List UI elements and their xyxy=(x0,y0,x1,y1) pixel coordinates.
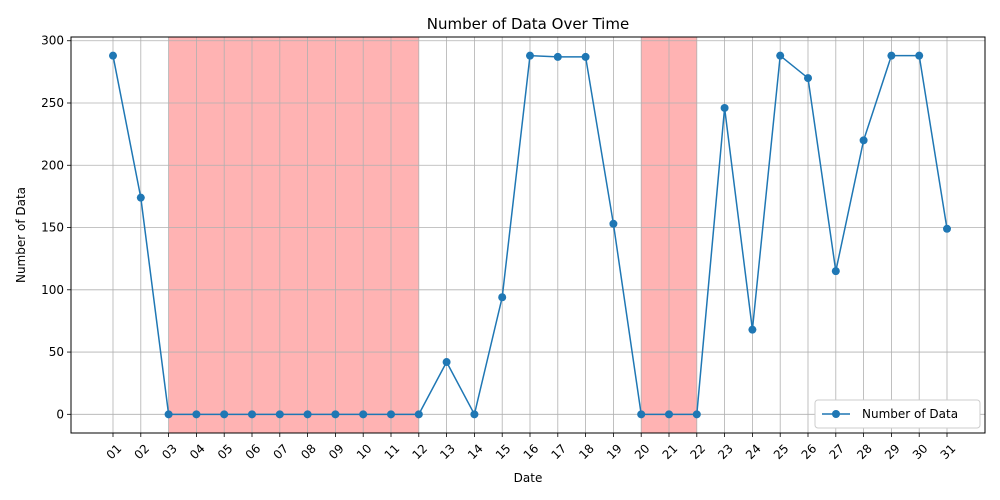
y-axis-ticks: 0 50 100 150 200 250 300 xyxy=(41,34,71,421)
data-point-10 xyxy=(359,410,368,419)
y-tick-label-100: 100 xyxy=(41,283,64,297)
x-axis-label: Date xyxy=(514,471,543,485)
data-point-11 xyxy=(387,410,395,419)
plot-frame xyxy=(70,36,986,434)
data-point-23 xyxy=(720,103,729,112)
data-point-08 xyxy=(303,410,312,419)
data-point-26 xyxy=(804,74,812,83)
y-axis-label: Number of Data xyxy=(14,187,28,283)
data-point-05 xyxy=(220,410,229,419)
y-tick-label-0: 0 xyxy=(56,407,64,421)
chart-title: Number of Data Over Time xyxy=(427,15,629,33)
data-point-17 xyxy=(553,52,562,61)
y-tick-label-250: 250 xyxy=(41,96,64,110)
data-point-06 xyxy=(248,410,256,419)
data-point-04 xyxy=(192,410,201,419)
legend: Number of Data xyxy=(814,399,981,429)
data-point-18 xyxy=(581,52,590,61)
data-point-02 xyxy=(136,193,145,202)
highlight-span-1 xyxy=(168,37,419,433)
data-point-13 xyxy=(442,358,451,367)
legend-box xyxy=(814,399,981,429)
data-point-12 xyxy=(414,410,423,419)
data-point-30 xyxy=(915,51,924,60)
data-point-07 xyxy=(275,410,284,419)
data-point-16 xyxy=(526,51,534,60)
data-point-15 xyxy=(498,293,507,302)
data-point-19 xyxy=(609,219,618,228)
data-point-24 xyxy=(748,325,757,334)
data-point-25 xyxy=(776,51,785,60)
data-point-31 xyxy=(943,224,951,233)
data-point-14 xyxy=(470,410,479,419)
data-point-21 xyxy=(665,410,673,419)
legend-marker xyxy=(832,410,840,418)
data-point-03 xyxy=(164,410,173,419)
data-point-28 xyxy=(859,136,868,145)
data-point-20 xyxy=(637,410,646,419)
data-point-01 xyxy=(109,51,117,60)
y-tick-label-150: 150 xyxy=(41,221,64,235)
y-tick-label-200: 200 xyxy=(41,158,64,172)
y-tick-label-300: 300 xyxy=(41,34,64,48)
data-point-27 xyxy=(831,267,840,276)
legend-label: Number of Data xyxy=(862,407,958,421)
data-point-22 xyxy=(692,410,701,419)
y-tick-label-50: 50 xyxy=(49,345,64,359)
data-point-29 xyxy=(887,51,896,60)
data-point-09 xyxy=(331,410,340,419)
series-layer xyxy=(109,51,951,419)
